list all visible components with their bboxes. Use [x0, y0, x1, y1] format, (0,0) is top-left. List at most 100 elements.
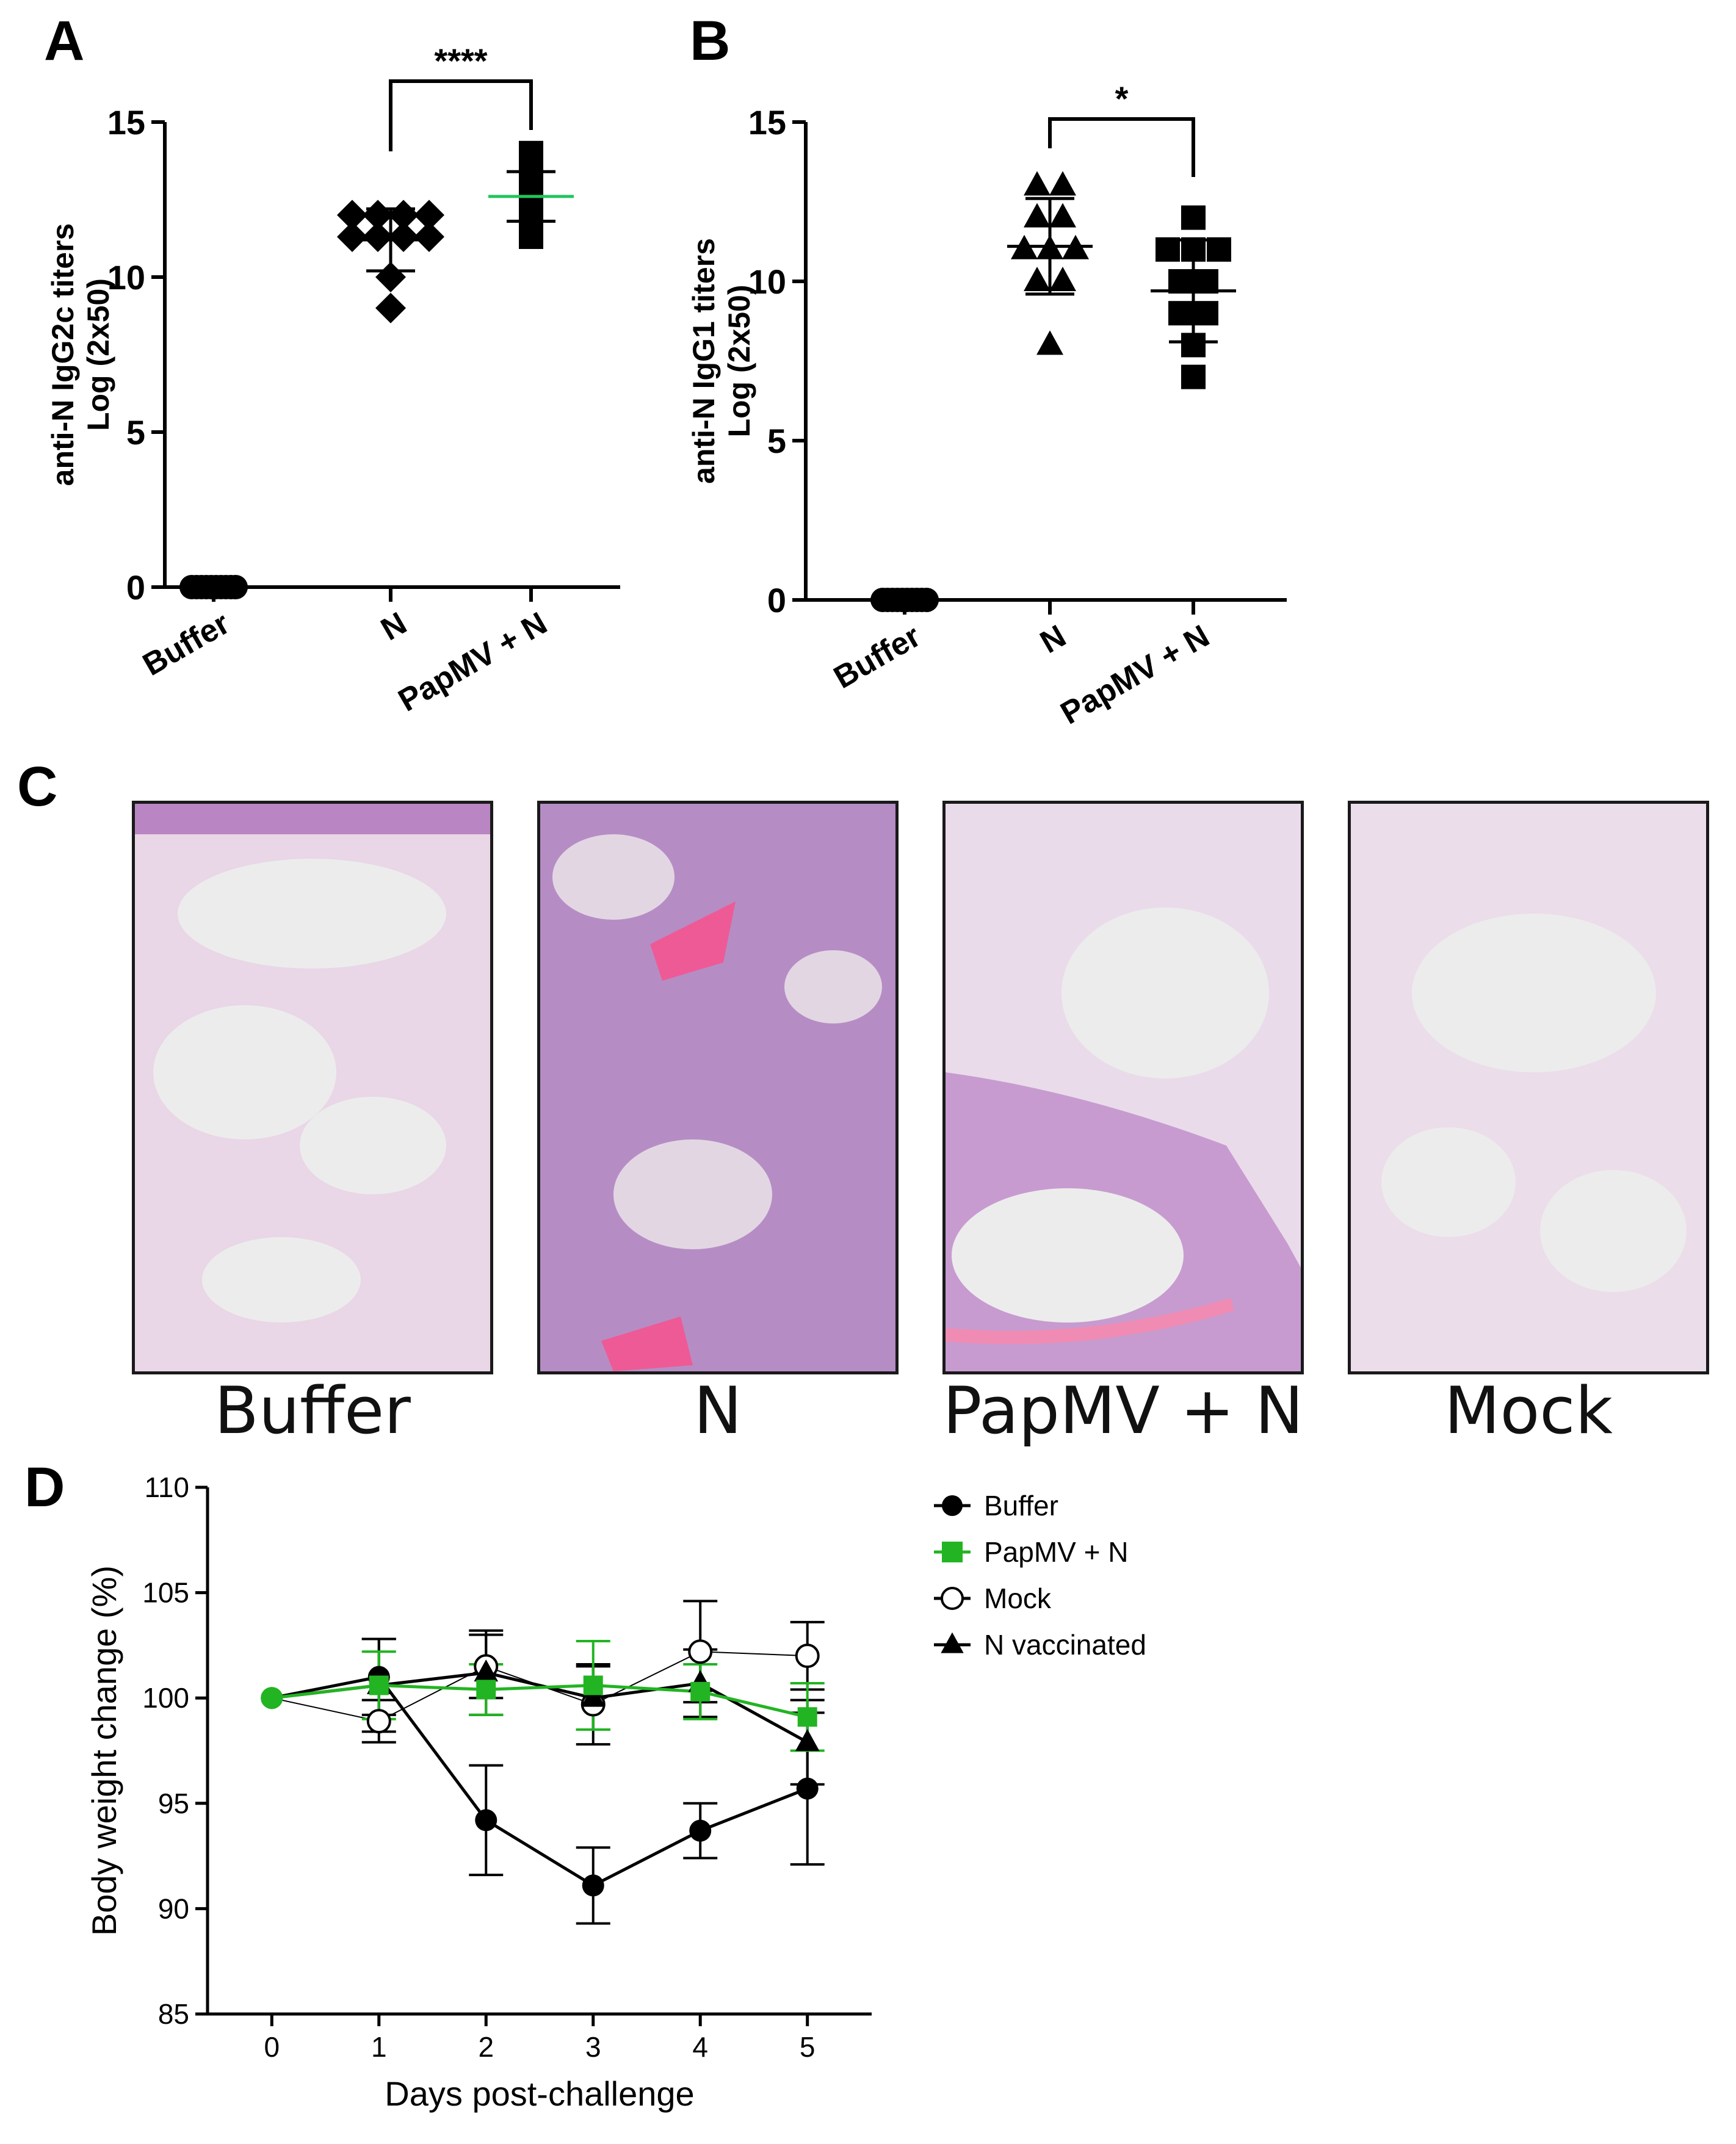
data-point	[363, 221, 393, 252]
x-tick-label: PapMV + N	[392, 605, 553, 718]
data-point	[1168, 301, 1193, 326]
histology-texture	[946, 804, 1301, 1371]
data-point	[337, 221, 367, 252]
y-axis-label: Log (2x50)	[722, 284, 756, 437]
legend-label: Mock	[984, 1583, 1052, 1614]
data-point	[519, 140, 543, 165]
y-tick-label: 15	[107, 103, 145, 142]
histology-caption-papmv-n: PapMV + N	[942, 1373, 1304, 1448]
data-point	[1194, 301, 1218, 326]
data-point	[1049, 267, 1076, 291]
data-point	[337, 200, 367, 231]
data-point	[474, 1659, 499, 1682]
y-tick-label: 0	[767, 581, 786, 619]
y-axis-label: anti-N IgG2c titers	[46, 223, 80, 486]
histology-image-n	[537, 801, 899, 1374]
x-tick-label: N	[1034, 618, 1072, 660]
y-tick-label: 10	[107, 258, 145, 297]
y-tick-label: 5	[126, 413, 145, 452]
chart-d-body-weight: 85 90 95 100 105 110 0 1 2 3 4 5 Days post-challenge…	[85, 1471, 1146, 2113]
y-axis-label: Body weight change (%)	[85, 1565, 123, 1936]
significance-label: *	[1115, 79, 1129, 118]
data-point	[414, 200, 444, 231]
x-tick-label: PapMV + N	[1055, 618, 1215, 731]
data-point	[690, 1681, 711, 1702]
x-tick-label: N	[375, 605, 413, 648]
data-point	[261, 1687, 283, 1709]
data-point	[1036, 330, 1063, 355]
data-point	[914, 588, 939, 612]
histology-image-buffer	[132, 801, 493, 1374]
y-axis-label: anti-N IgG1 titers	[687, 238, 721, 484]
series-line	[271, 1675, 808, 1888]
histology-texture	[540, 804, 895, 1371]
x-tick-label: 5	[800, 2031, 816, 2063]
panel-label-c: C	[17, 756, 57, 818]
panel-label-a: A	[44, 10, 84, 72]
data-point	[1024, 171, 1051, 196]
significance-bracket	[1048, 117, 1195, 177]
histology-texture	[135, 804, 490, 1371]
y-tick-label: 15	[748, 103, 786, 142]
data-point	[1049, 171, 1076, 196]
x-tick-label: 1	[371, 2031, 387, 2063]
histology-texture	[1351, 804, 1706, 1371]
y-tick-label: 105	[142, 1577, 189, 1609]
y-tick-label: 110	[145, 1471, 189, 1503]
legend-marker	[942, 1542, 963, 1562]
significance-label: ****	[434, 42, 487, 80]
data-point	[580, 1684, 606, 1707]
data-point	[475, 1809, 497, 1832]
data-point	[1049, 203, 1076, 228]
histology-image-mock	[1348, 801, 1709, 1374]
histology-caption-n: N	[693, 1373, 742, 1448]
y-tick-label: 5	[767, 422, 786, 460]
legend-marker	[942, 1495, 963, 1516]
data-point	[1181, 205, 1206, 230]
chart-a-igg2c: 0 5 10 15 anti-N IgG2c titers Log (2x50) Buffe…	[46, 42, 620, 718]
chart-b-igg1: 0 5 10 15 anti-N IgG1 titers Log (2x50) Buffer…	[687, 79, 1287, 731]
data-point	[795, 1644, 820, 1669]
y-tick-label: 95	[158, 1788, 189, 1819]
data-point	[583, 1675, 603, 1695]
histology-caption-mock: Mock	[1444, 1373, 1613, 1448]
data-point	[795, 1729, 820, 1752]
y-tick-label: 0	[126, 568, 145, 607]
data-point	[688, 1639, 713, 1664]
data-point	[476, 1680, 496, 1700]
data-point	[1024, 203, 1051, 228]
legend-label: N vaccinated	[984, 1629, 1146, 1661]
legend-label: PapMV + N	[984, 1536, 1129, 1568]
panel-label-d: D	[24, 1456, 65, 1518]
histology-image-papmv-n	[942, 801, 1304, 1374]
legend-marker	[941, 1632, 964, 1653]
y-tick-label: 90	[158, 1893, 189, 1924]
histology-caption-buffer: Buffer	[214, 1373, 411, 1448]
significance-bracket	[389, 79, 533, 151]
y-axis-label: Log (2x50)	[81, 278, 115, 431]
x-tick-label: 0	[264, 2031, 280, 2063]
data-point	[223, 575, 248, 599]
y-tick-label: 85	[158, 1998, 189, 2030]
data-point	[1181, 364, 1206, 389]
data-point	[369, 1675, 389, 1695]
data-point	[797, 1707, 817, 1727]
x-tick-label: Buffer	[137, 605, 236, 683]
data-point	[1024, 267, 1051, 291]
legend-label: Buffer	[984, 1490, 1058, 1521]
data-point	[519, 224, 543, 249]
y-tick-label: 10	[748, 262, 786, 301]
data-point	[375, 292, 406, 323]
x-tick-label: 3	[585, 2031, 601, 2063]
x-tick-label: 4	[692, 2031, 708, 2063]
data-point	[582, 1874, 604, 1897]
x-tick-label: 2	[478, 2031, 494, 2063]
x-axis-label: Days post-challenge	[385, 2074, 694, 2113]
series-line	[271, 1683, 808, 1719]
data-point	[414, 221, 444, 252]
data-point	[388, 221, 419, 252]
data-point	[366, 1709, 391, 1734]
legend-marker	[941, 1587, 964, 1610]
panel-label-b: B	[690, 10, 730, 72]
